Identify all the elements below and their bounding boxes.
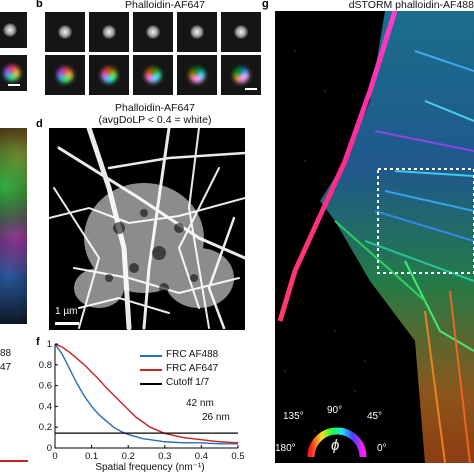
x-tick-label: 0: [52, 451, 57, 462]
x-tick-label: 0.2: [122, 451, 135, 462]
phi-colorwheel: [307, 427, 367, 458]
panel-b-tile-color: [45, 55, 85, 95]
y-tick-label: 0.6: [39, 381, 52, 392]
panel-b-tile-color: [89, 55, 129, 95]
legend-swatch: [140, 355, 162, 357]
wheel-label-0: 0°: [377, 443, 387, 454]
panel-e-red-line: [0, 460, 28, 462]
scale-bar: [8, 84, 20, 86]
panel-d-scale-bar: [55, 322, 79, 325]
panel-d-title-line1: Phalloidin-AF647: [115, 102, 195, 114]
psf-spot: [190, 25, 204, 39]
panel-d-scale-label: 1 µm: [55, 306, 78, 317]
wheel-label-90: 90°: [327, 405, 343, 416]
frc-xlabel: Spatial frequency (nm⁻¹): [95, 462, 205, 473]
panel-b-title: Phalloidin-AF647: [125, 0, 205, 11]
psf-spot-color: [233, 67, 249, 83]
y-tick-label: 0: [47, 443, 52, 454]
series-line-frc-af647: [54, 343, 239, 444]
x-tick-label: 0.5: [231, 451, 244, 462]
y-tick-label: 0.4: [39, 401, 52, 412]
wheel-label-45: 45°: [367, 411, 383, 422]
panel-c-image: [0, 128, 27, 324]
psf-spot: [102, 25, 116, 39]
panel-letter-b: b: [36, 0, 43, 10]
panel-g-title: dSTORM phalloidin-AF488: [348, 0, 474, 11]
panel-b-tile-color: [177, 55, 217, 95]
x-tick-label: 0.4: [195, 451, 208, 462]
annotation-26nm: 26 nm: [202, 412, 230, 423]
panel-b-tile-color: [133, 55, 173, 95]
panel-e-legend-cut-1: 88: [0, 348, 12, 359]
scale-bar: [245, 88, 257, 90]
x-tick-label: 0.3: [158, 451, 171, 462]
panel-d-image: 1 µm: [49, 128, 245, 330]
panel-b-tile-gray: [221, 12, 261, 52]
psf-spot: [58, 25, 72, 39]
panel-b-tile-gray: [89, 12, 129, 52]
panel-b-tile-gray: [45, 12, 85, 52]
annotation-42nm: 42 nm: [186, 398, 214, 409]
legend-label: FRC AF647: [166, 363, 219, 374]
psf-spot-color: [189, 67, 205, 83]
legend-label: Cutoff 1/7: [166, 377, 210, 388]
psf-spot: [3, 23, 17, 37]
legend-label: FRC AF488: [166, 349, 219, 360]
psf-spot: [234, 25, 248, 39]
y-tick-label: 0.2: [39, 422, 52, 433]
panel-b-tile-gray: [177, 12, 217, 52]
panel-a-tile-gray: [0, 12, 27, 48]
x-tick-label: 0.1: [85, 451, 98, 462]
panel-letter-g: g: [262, 0, 269, 10]
panel-a-tile-color: [0, 55, 27, 91]
wheel-label-phi: ϕ: [331, 437, 340, 454]
psf-spot-color: [145, 67, 161, 83]
panel-b-tile-color: [221, 55, 261, 95]
psf-spot-color: [57, 67, 73, 83]
y-tick-label: 0.8: [39, 360, 52, 371]
y-tick-label: 1: [47, 339, 52, 350]
panel-e-legend-cut-2: 47: [0, 362, 12, 373]
wheel-label-135: 135°: [283, 411, 304, 422]
wheel-label-180: 180°: [275, 443, 296, 454]
psf-spot-color: [101, 67, 117, 83]
panel-d-title-line2: (avgDoLP < 0.4 = white): [98, 114, 212, 126]
panel-b-tile-gray: [133, 12, 173, 52]
psf-spot-color: [4, 65, 20, 81]
panel-letter-d: d: [36, 118, 43, 130]
frc-chart: 0 0.1 0.2 0.3 0.4 0.5 0 0.2 0.4 0.6 0.8 1: [39, 339, 245, 462]
panel-g-image: 135° 90° 45° 180° 0° ϕ: [275, 11, 474, 463]
legend-swatch: [140, 369, 162, 371]
psf-spot: [146, 25, 160, 39]
legend-swatch: [140, 383, 162, 385]
panel-letter-f: f: [36, 336, 40, 348]
